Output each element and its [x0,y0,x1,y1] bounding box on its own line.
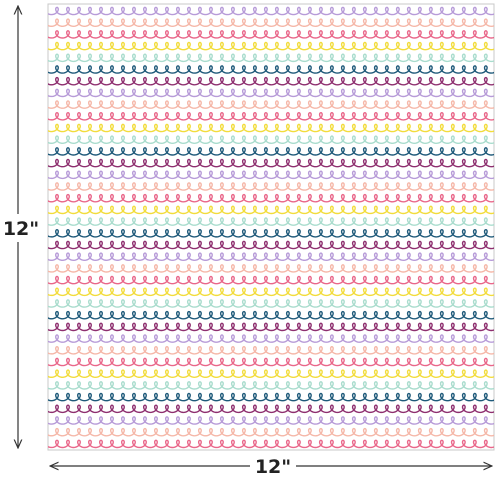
loop-pattern [48,6,494,449]
loop-line [48,123,494,133]
loop-line [48,18,494,28]
loop-line [48,240,494,250]
loop-line [48,193,494,203]
loop-line [48,334,494,343]
loop-line [48,287,494,297]
loop-line [48,228,494,238]
loop-line [48,182,494,191]
loop-line [48,404,494,414]
loop-line [48,111,494,121]
loop-line [48,264,494,273]
loop-line [48,135,494,145]
loop-line [48,6,494,16]
loop-line [48,53,494,63]
loop-line [48,76,494,86]
loop-line [48,369,494,379]
loop-line [48,252,494,262]
loop-line [48,147,494,156]
loop-line [48,158,494,168]
width-label: 12" [255,456,291,478]
paper [47,3,495,451]
loop-line [48,416,494,425]
loop-line [48,217,494,226]
loop-line [48,275,494,285]
loop-line [48,322,494,332]
height-label-bg [2,214,40,242]
loop-line [48,392,494,402]
loop-line [48,41,494,51]
loop-line [48,88,494,98]
loop-line [48,310,494,320]
loop-line [48,381,494,390]
loop-line [48,439,494,449]
width-label-bg [250,454,296,480]
loop-line [48,205,494,215]
loop-line [48,357,494,367]
loop-line [48,30,494,39]
loop-line [48,170,494,180]
loop-line [48,299,494,308]
loop-line [48,100,494,109]
height-label: 12" [3,218,39,240]
loop-line [48,345,494,355]
loop-line [48,65,494,74]
loop-line [48,427,494,437]
